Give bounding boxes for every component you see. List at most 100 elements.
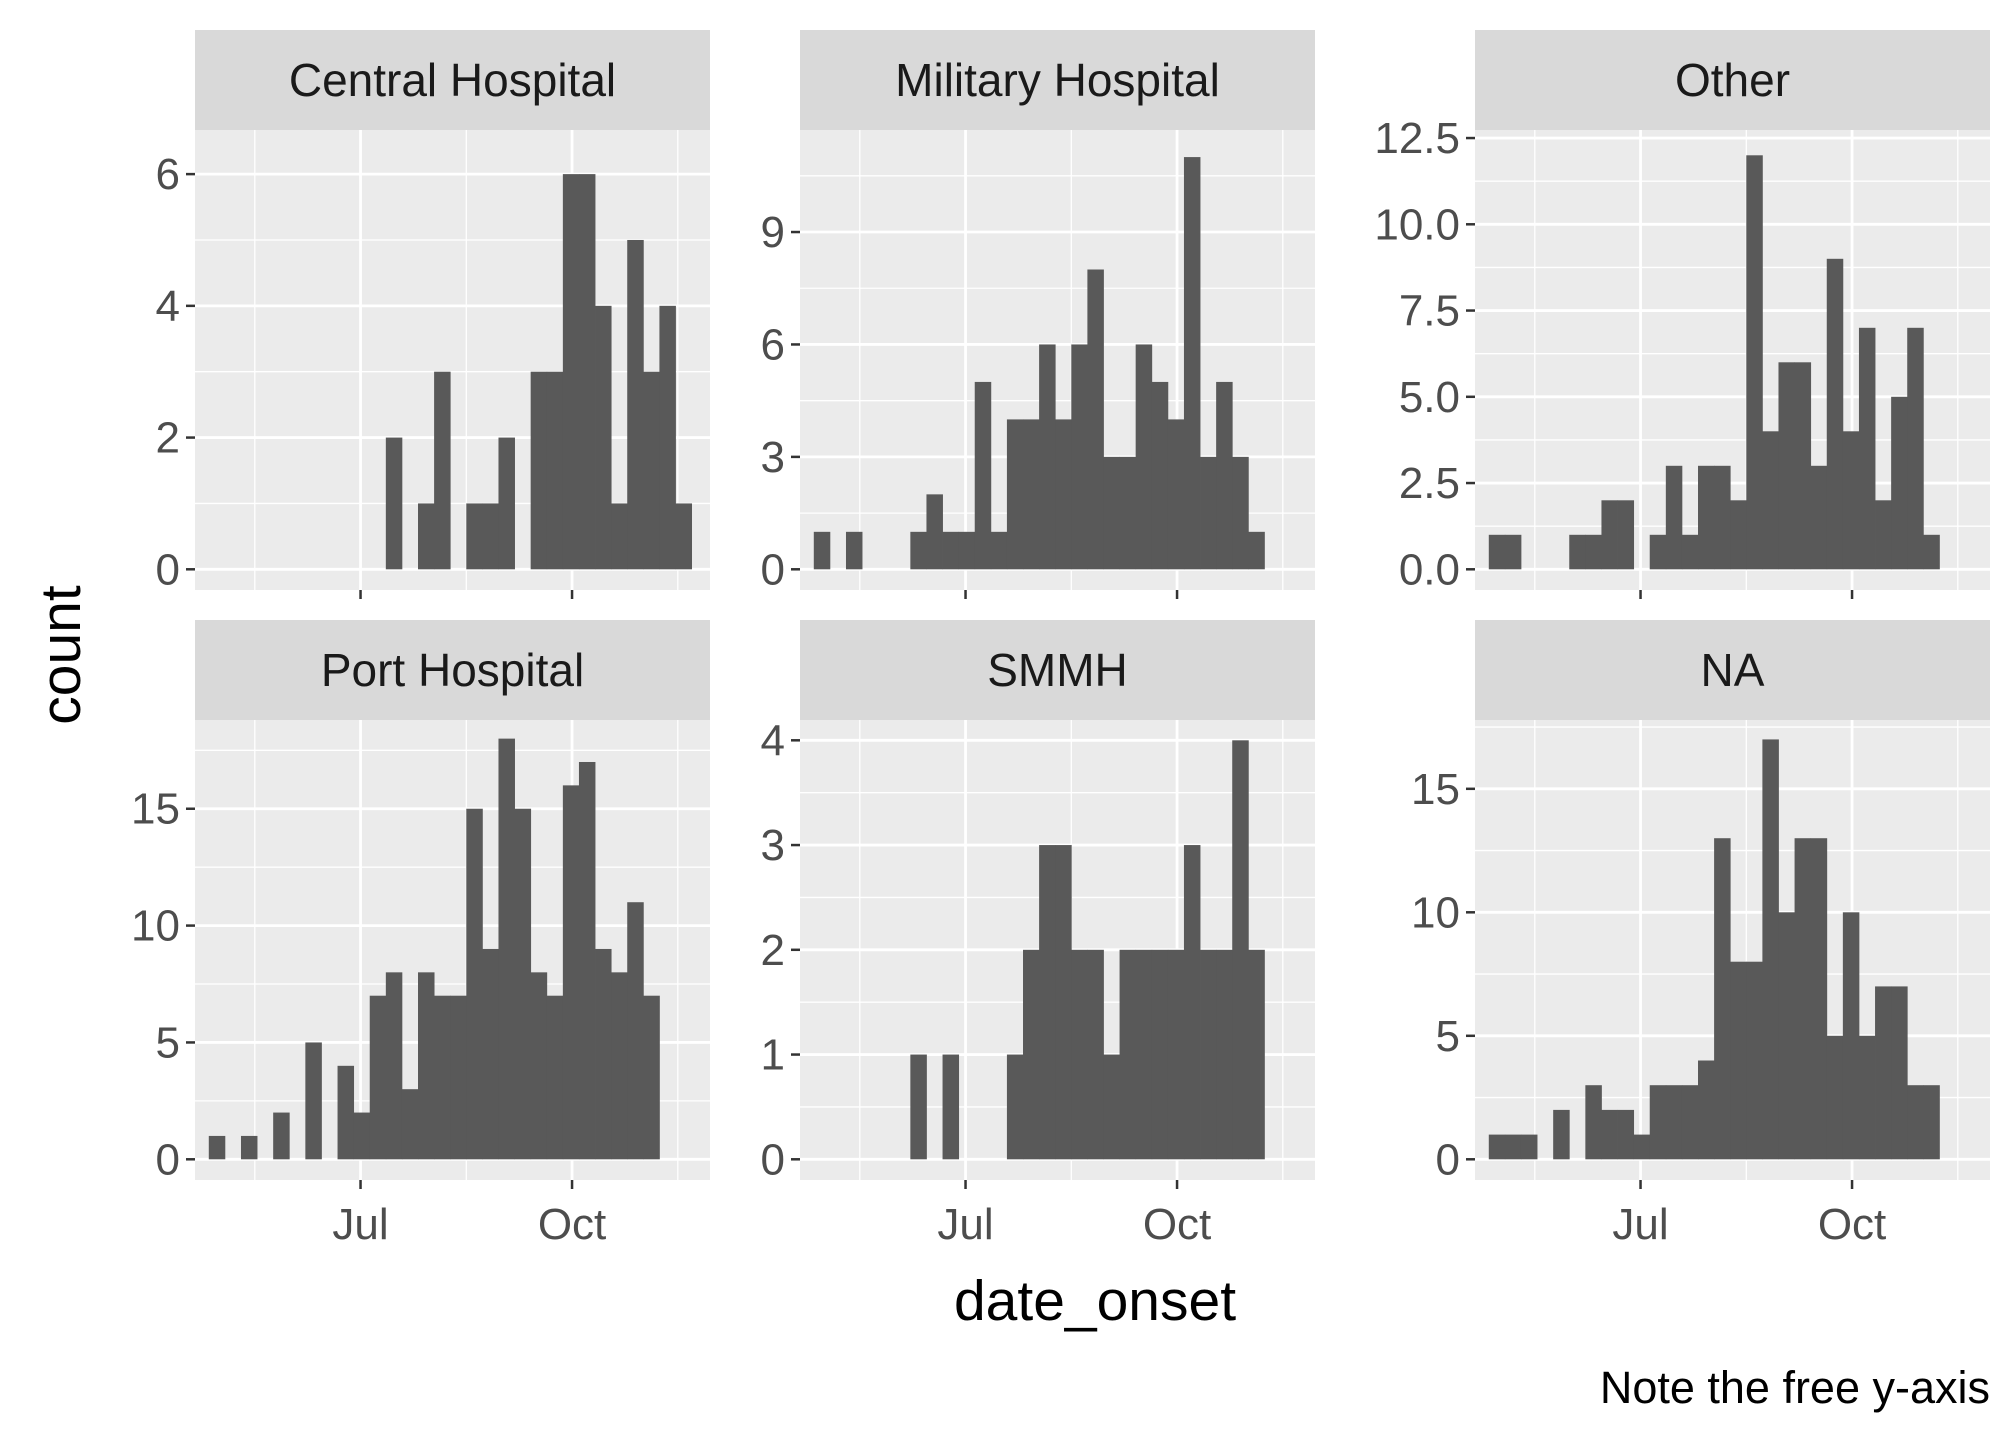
histogram-bar [562, 785, 580, 1160]
facet-strip [1475, 30, 1990, 130]
panel-port-hospital: Port Hospital 0 5 10 15 Jul Oct [131, 620, 710, 1249]
histogram-bar [353, 1112, 371, 1160]
histogram-bar [418, 503, 435, 570]
histogram-bar [434, 995, 451, 1160]
histogram-bar [1858, 327, 1876, 570]
y-tick-label: 6 [156, 150, 180, 199]
histogram-bar [1232, 740, 1249, 1160]
histogram-bar [1891, 986, 1908, 1160]
histogram-bar [1794, 362, 1812, 570]
histogram-bar [643, 995, 660, 1160]
histogram-bar [1488, 534, 1506, 570]
histogram-bar [530, 371, 548, 570]
histogram-bar [466, 808, 483, 1160]
y-tick-label: 5 [156, 1018, 180, 1067]
histogram-bar [1810, 465, 1828, 570]
y-tick-label: 2 [156, 414, 180, 463]
histogram-bar [1103, 1054, 1120, 1160]
facet-strip-label: Other [1675, 54, 1790, 106]
histogram-bar [1585, 1085, 1602, 1160]
histogram-bar [1167, 949, 1185, 1160]
y-tick-label: 0 [761, 545, 785, 594]
histogram-bar [1665, 1085, 1683, 1160]
histogram-bar [813, 531, 831, 570]
facet-strip-label: Military Hospital [895, 54, 1220, 106]
histogram-bar [1055, 845, 1072, 1160]
histogram-bar [1569, 534, 1586, 570]
histogram-bar [434, 371, 451, 570]
histogram-bar [1826, 1035, 1844, 1160]
histogram-bar [1601, 500, 1618, 570]
y-tick-label: 10.0 [1374, 200, 1460, 249]
facet-strip [1475, 620, 1990, 720]
histogram-bar [958, 531, 976, 570]
panel-other: Other 0.0 2.5 5.0 7.5 10.0 12.5 [1374, 30, 1990, 599]
histogram-bar [910, 1054, 927, 1160]
histogram-bar [578, 761, 596, 1160]
histogram-bar [942, 531, 960, 570]
y-tick-label: 12.5 [1374, 114, 1460, 163]
histogram-bar [530, 972, 548, 1160]
histogram-bar [1891, 396, 1908, 570]
histogram-bar [974, 381, 992, 570]
histogram-bar [675, 503, 693, 570]
y-tick-label: 0 [761, 1135, 785, 1184]
histogram-bar [466, 503, 483, 570]
histogram-bar [1087, 269, 1104, 570]
histogram-bar [1746, 961, 1763, 1160]
y-tick-label: 5 [1436, 1012, 1460, 1061]
facet-strip [195, 620, 710, 720]
histogram-bar [1794, 838, 1812, 1160]
histogram-bar [1681, 1085, 1699, 1160]
facet-strip [800, 30, 1315, 130]
histogram-bar [1071, 344, 1088, 570]
histogram-bar [627, 239, 644, 570]
histogram-bar [1504, 1134, 1522, 1160]
x-axis-title: date_onset [954, 1269, 1236, 1333]
histogram-bar [546, 995, 564, 1160]
histogram-bar [942, 1054, 960, 1160]
histogram-bar [514, 808, 532, 1160]
y-tick-label: 15 [131, 785, 180, 834]
histogram-bar [1585, 534, 1602, 570]
y-tick-label: 0 [1436, 1135, 1460, 1184]
histogram-bar [1183, 845, 1201, 1160]
facet-strip-label: SMMH [987, 644, 1128, 696]
histogram-bar [208, 1135, 226, 1160]
histogram-bar [845, 531, 863, 570]
histogram-bar [1858, 1035, 1876, 1160]
y-tick-label: 15 [1411, 765, 1460, 814]
histogram-bar [1665, 465, 1683, 570]
histogram-bar [1698, 1060, 1715, 1160]
histogram-bar [305, 1042, 322, 1160]
histogram-bar [498, 738, 515, 1160]
facet-strip-label: NA [1701, 644, 1765, 696]
panel-military-hospital: Military Hospital 0 3 6 9 [761, 30, 1315, 599]
histogram-bar [1762, 431, 1779, 570]
x-tick-label: Oct [1143, 1200, 1211, 1249]
histogram-bar [1248, 949, 1265, 1160]
x-tick-label: Oct [538, 1200, 606, 1249]
histogram-bar [369, 995, 387, 1160]
histogram-bar [1055, 419, 1072, 570]
y-axis-title: count [29, 585, 93, 725]
y-tick-label: 0 [156, 545, 180, 594]
histogram-bar [1006, 1054, 1024, 1160]
panel-na: NA 0 5 10 15 Jul Oct [1411, 620, 1990, 1249]
y-tick-label: 7.5 [1399, 287, 1460, 336]
y-tick-label: 2 [761, 926, 785, 975]
histogram-bar [1200, 949, 1217, 1160]
histogram-bar [562, 174, 580, 570]
histogram-bar [1039, 845, 1056, 1160]
histogram-bar [1488, 1134, 1506, 1160]
histogram-bar [659, 305, 676, 570]
histogram-bar [1842, 431, 1860, 570]
x-tick-label: Jul [332, 1200, 388, 1249]
histogram-bar [1617, 500, 1635, 570]
histogram-bar [1216, 381, 1233, 570]
histogram-bar [1746, 155, 1763, 570]
histogram-bar [1649, 534, 1667, 570]
histogram-bar [1923, 1085, 1940, 1160]
histogram-bar [1119, 456, 1137, 570]
